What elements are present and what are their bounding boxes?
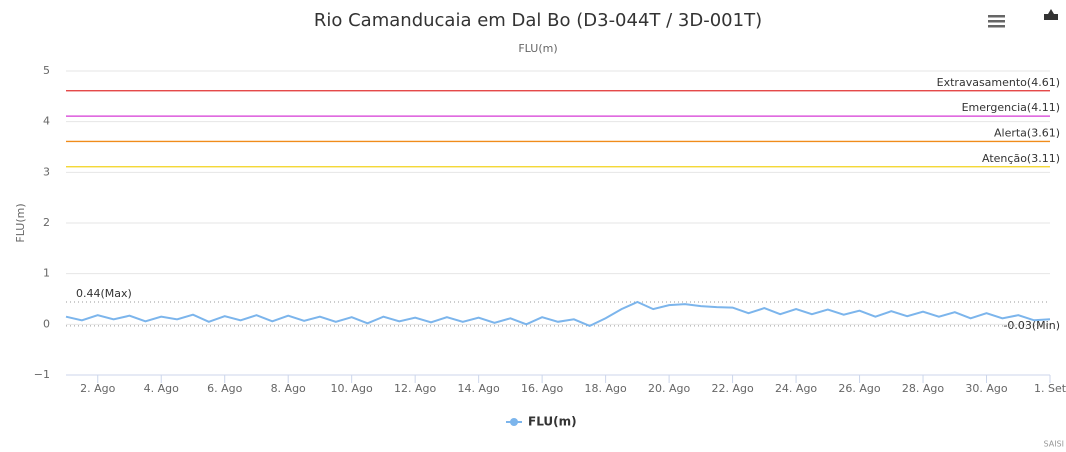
y-tick-label: 5 <box>43 64 50 77</box>
chart-title: Rio Camanducaia em Dal Bo (D3-044T / 3D-… <box>314 10 762 31</box>
menu-button[interactable] <box>988 15 1005 28</box>
y-tick-label: 0 <box>43 317 50 330</box>
x-tick-label: 22. Ago <box>711 382 753 395</box>
x-tick-label: 20. Ago <box>648 382 690 395</box>
x-tick-label: 10. Ago <box>331 382 373 395</box>
x-tick-label: 4. Ago <box>144 382 179 395</box>
download-button[interactable] <box>1044 9 1058 20</box>
x-tick-label: 26. Ago <box>838 382 880 395</box>
y-tick-label: −1 <box>34 368 50 381</box>
x-tick-label: 2. Ago <box>80 382 115 395</box>
x-tick-label: 24. Ago <box>775 382 817 395</box>
download-icon <box>1044 9 1058 20</box>
x-tick-label: 1. Set <box>1034 382 1066 395</box>
series-line <box>65 300 1051 327</box>
x-tick-label: 6. Ago <box>207 382 242 395</box>
plot-line-label: Emergencia(4.11) <box>962 101 1060 114</box>
legend-marker <box>510 418 518 426</box>
legend-label: FLU(m) <box>528 415 577 429</box>
plot-line-label: 0.44(Max) <box>76 287 132 300</box>
y-tick-label: 2 <box>43 216 50 229</box>
menu-bar <box>988 15 1005 18</box>
y-tick-label: 1 <box>43 267 50 280</box>
x-tick-label: 14. Ago <box>458 382 500 395</box>
x-tick-label: 18. Ago <box>584 382 626 395</box>
plot-line-label: Alerta(3.61) <box>994 126 1060 139</box>
plot-line-label: Extravasamento(4.61) <box>937 76 1060 89</box>
y-axis-title: FLU(m) <box>14 203 27 242</box>
credit: SAISI <box>1044 440 1065 449</box>
x-tick-label: 12. Ago <box>394 382 436 395</box>
y-tick-label: 4 <box>43 115 50 128</box>
plot-line-label: Atenção(3.11) <box>982 152 1060 165</box>
x-tick-label: 28. Ago <box>902 382 944 395</box>
y-tick-label: 3 <box>43 165 50 178</box>
x-tick-label: 16. Ago <box>521 382 563 395</box>
chart-subtitle: FLU(m) <box>518 42 557 55</box>
x-tick-label: 30. Ago <box>965 382 1007 395</box>
menu-bar <box>988 20 1005 23</box>
plot-line-label: -0.03(Min) <box>1003 319 1060 332</box>
menu-bar <box>988 25 1005 28</box>
x-tick-label: 8. Ago <box>271 382 306 395</box>
